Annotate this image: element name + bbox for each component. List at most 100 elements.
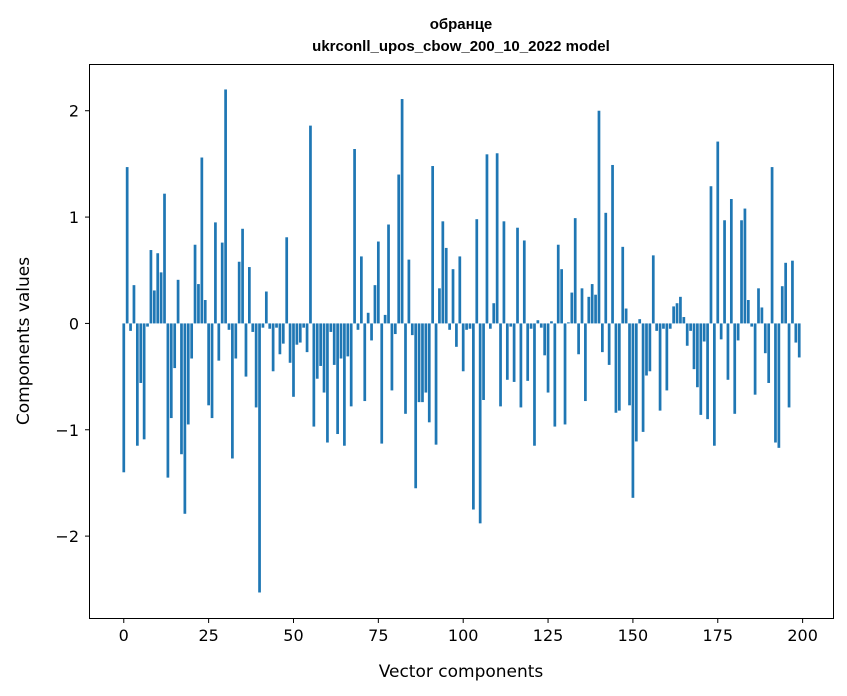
bar xyxy=(495,153,499,324)
bar xyxy=(207,323,210,406)
bar xyxy=(706,323,709,420)
bar xyxy=(139,323,143,383)
bar xyxy=(186,323,190,425)
bar xyxy=(346,323,350,357)
bar xyxy=(448,323,451,330)
bar xyxy=(604,212,608,324)
bar xyxy=(587,296,591,324)
bar xyxy=(288,323,292,363)
bar xyxy=(539,323,543,328)
bar xyxy=(210,323,214,419)
x-tick-label: 200 xyxy=(787,626,818,645)
bar xyxy=(689,323,692,331)
y-axis-label: Components values xyxy=(14,257,34,425)
bar xyxy=(760,307,764,324)
bar xyxy=(614,323,618,413)
bar xyxy=(780,286,784,324)
bar xyxy=(726,323,730,380)
bar xyxy=(641,323,645,432)
bar xyxy=(417,323,421,403)
y-tick-label: 2 xyxy=(69,102,79,121)
bar xyxy=(628,323,631,406)
bar xyxy=(251,323,255,332)
y-tick-label: −1 xyxy=(55,421,79,440)
bar xyxy=(451,269,455,324)
bar xyxy=(763,323,767,354)
bar xyxy=(268,323,272,329)
bar xyxy=(797,323,801,358)
bar xyxy=(784,262,788,324)
bar xyxy=(607,323,611,365)
bar xyxy=(332,323,336,365)
bar xyxy=(770,167,774,324)
bar xyxy=(567,322,570,324)
bar xyxy=(410,323,414,336)
bar xyxy=(132,285,136,324)
bar xyxy=(434,323,438,445)
y-axis-ticks: −2 −1 0 1 2 xyxy=(55,102,90,546)
bars xyxy=(122,89,801,593)
bar xyxy=(193,244,197,324)
bar xyxy=(264,291,268,324)
bar xyxy=(472,323,475,510)
bar xyxy=(146,323,149,327)
x-axis-label: Vector components xyxy=(379,662,544,682)
bar xyxy=(322,323,326,393)
bar xyxy=(550,321,553,324)
bar xyxy=(244,323,248,377)
bar xyxy=(404,323,407,414)
bar xyxy=(363,323,367,402)
bar xyxy=(709,186,713,324)
bar xyxy=(149,250,153,324)
bar xyxy=(651,255,655,324)
bar xyxy=(224,89,227,324)
bar xyxy=(787,323,791,408)
bar xyxy=(142,323,146,440)
bar xyxy=(295,323,299,345)
bar xyxy=(336,323,339,435)
bar xyxy=(526,323,530,381)
bar xyxy=(438,288,441,324)
bar xyxy=(516,227,519,324)
bar xyxy=(794,323,798,343)
bar xyxy=(183,323,187,514)
bar xyxy=(533,323,536,446)
bar xyxy=(458,256,462,324)
bar xyxy=(214,222,217,324)
bar xyxy=(302,323,306,328)
bar xyxy=(319,323,322,366)
chart-title: обранце xyxy=(430,16,493,33)
bar xyxy=(648,323,652,372)
bar xyxy=(601,323,604,353)
bar xyxy=(298,323,302,343)
bar xyxy=(502,221,506,324)
bar xyxy=(556,244,560,324)
bar xyxy=(743,208,747,324)
bar xyxy=(241,228,244,324)
bar xyxy=(488,323,492,329)
bar xyxy=(634,323,638,442)
bar xyxy=(750,323,754,327)
x-tick-label: 125 xyxy=(533,626,564,645)
bar xyxy=(658,323,662,411)
bar xyxy=(655,323,659,331)
bar xyxy=(414,323,418,489)
bar xyxy=(723,220,726,324)
bar xyxy=(285,237,289,324)
bar xyxy=(305,323,309,353)
bar xyxy=(166,323,170,478)
x-tick-label: 175 xyxy=(702,626,733,645)
bar xyxy=(349,323,353,407)
bar xyxy=(163,193,166,324)
bar xyxy=(577,323,580,355)
bar xyxy=(621,246,625,324)
bar xyxy=(309,125,312,324)
bar xyxy=(617,323,621,411)
bar xyxy=(292,323,295,397)
x-tick-label: 0 xyxy=(119,626,129,645)
bar xyxy=(397,174,401,324)
bar xyxy=(672,306,675,324)
bar xyxy=(329,323,333,332)
bar xyxy=(390,323,394,391)
